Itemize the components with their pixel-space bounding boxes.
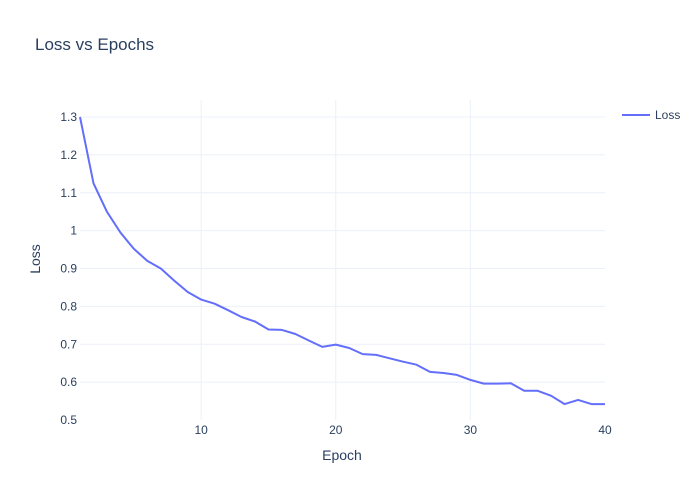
y-tick-label: 1.1 — [60, 186, 77, 200]
y-tick-label: 1 — [70, 224, 77, 238]
y-tick-label: 0.6 — [60, 375, 77, 389]
y-tick-label: 0.5 — [60, 413, 77, 427]
x-tick-label: 40 — [598, 423, 612, 437]
grid — [80, 100, 605, 420]
y-tick-label: 1.2 — [60, 148, 77, 162]
legend[interactable]: Loss — [622, 108, 680, 122]
legend-label-loss: Loss — [655, 108, 680, 122]
series-line-loss — [79, 116, 605, 406]
y-tick-label: 0.8 — [60, 299, 77, 313]
y-axis-title: Loss — [27, 244, 43, 274]
y-tick-label: 0.9 — [60, 262, 77, 276]
series-layer — [79, 116, 605, 406]
x-axis-title: Epoch — [322, 447, 362, 463]
x-axis-ticks: 10 20 30 40 — [194, 423, 612, 437]
y-axis-ticks: 0.5 0.6 0.7 0.8 0.9 1 1.1 1.2 1.3 — [60, 110, 77, 427]
x-tick-label: 20 — [329, 423, 343, 437]
x-tick-label: 30 — [464, 423, 478, 437]
y-tick-label: 0.7 — [60, 337, 77, 351]
chart-title: Loss vs Epochs — [35, 35, 154, 54]
x-tick-label: 10 — [194, 423, 208, 437]
y-tick-label: 1.3 — [60, 110, 77, 124]
